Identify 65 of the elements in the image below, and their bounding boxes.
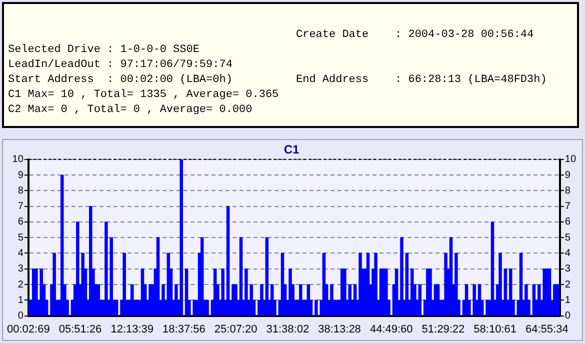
bar xyxy=(52,252,56,316)
bar xyxy=(524,284,528,316)
bar xyxy=(556,284,559,316)
x-tick-label: 51:29:22 xyxy=(422,323,465,336)
bar xyxy=(400,237,404,316)
y-tick-label: 10 xyxy=(12,154,24,166)
y2-tick-label: 2 xyxy=(564,279,571,290)
x-tick-label: 05:51:26 xyxy=(58,323,102,336)
x-tick-label: 44:49:60 xyxy=(370,323,413,336)
y2-tick-label: 9 xyxy=(564,170,571,181)
bar xyxy=(226,206,230,316)
bar xyxy=(260,284,264,316)
x-tick-label: 18:37:56 xyxy=(162,323,206,336)
bar xyxy=(486,300,489,316)
y-tick-label: 7 xyxy=(18,201,24,212)
text: Start Address : 00:02:00 (LBA=0h) xyxy=(8,73,234,88)
y-tick-label: 4 xyxy=(18,248,24,259)
y-tick-label: 0 xyxy=(18,310,24,322)
text: End Address : 66:28:13 (LBA=48FD3h) xyxy=(296,73,548,88)
y2-tick-label: 8 xyxy=(564,185,571,196)
y-tick-label: 1 xyxy=(18,294,24,306)
y-tick-label: 2 xyxy=(18,279,24,290)
bar xyxy=(490,222,494,316)
text: C1 Max= 10 , Total= 1335 , Average= 0.365 xyxy=(8,88,280,103)
text: Create Date : 2004-03-28 00:56:44 xyxy=(296,28,535,43)
y-tick-label: 3 xyxy=(18,264,24,275)
x-tick-label: 25:07:20 xyxy=(214,323,258,336)
text: LeadIn/LeadOut : 97:17:06/79:59:74 xyxy=(8,58,234,73)
bar xyxy=(384,268,388,316)
x-tick-label: 31:38:02 xyxy=(266,323,310,336)
bar xyxy=(454,252,458,316)
y-tick-label: 6 xyxy=(18,216,24,228)
x-tick-label: 64:55:34 xyxy=(526,323,568,336)
bar xyxy=(374,252,378,316)
text: Selected Drive : 1-0-0-0 SS0E xyxy=(8,43,200,58)
bar xyxy=(162,284,165,316)
y2-tick-label: 1 xyxy=(564,294,571,306)
bar xyxy=(418,284,422,316)
bar xyxy=(114,300,118,316)
y-tick-label: 5 xyxy=(18,232,24,244)
text: C2 Max= 0 , Total= 0 , Average= 0.000 xyxy=(8,103,254,118)
bar xyxy=(330,284,334,316)
y2-tick-label: 0 xyxy=(564,310,571,322)
bar xyxy=(122,252,126,316)
bar xyxy=(343,268,346,316)
bar xyxy=(444,252,448,316)
bar xyxy=(206,300,209,316)
y-tick-label: 9 xyxy=(18,170,24,181)
y-tick-label: 8 xyxy=(18,185,24,196)
x-tick-label: 12:13:39 xyxy=(110,323,154,336)
x-tick-label: 38:13:28 xyxy=(318,323,361,336)
chart-title: C1 xyxy=(284,142,300,157)
y2-tick-label: 7 xyxy=(564,201,571,212)
y2-tick-label: 6 xyxy=(564,216,571,228)
y2-tick-label: 10 xyxy=(564,154,576,166)
bar xyxy=(428,268,432,316)
y2-tick-label: 3 xyxy=(564,264,571,275)
y2-tick-label: 5 xyxy=(564,232,571,244)
y2-tick-label: 4 xyxy=(564,248,571,259)
bar xyxy=(299,284,302,316)
bar xyxy=(498,252,502,316)
bar xyxy=(89,206,92,316)
x-tick-label: 58:10:61 xyxy=(474,323,516,336)
bar xyxy=(234,284,238,316)
x-tick-label: 00:02:69 xyxy=(6,323,50,336)
